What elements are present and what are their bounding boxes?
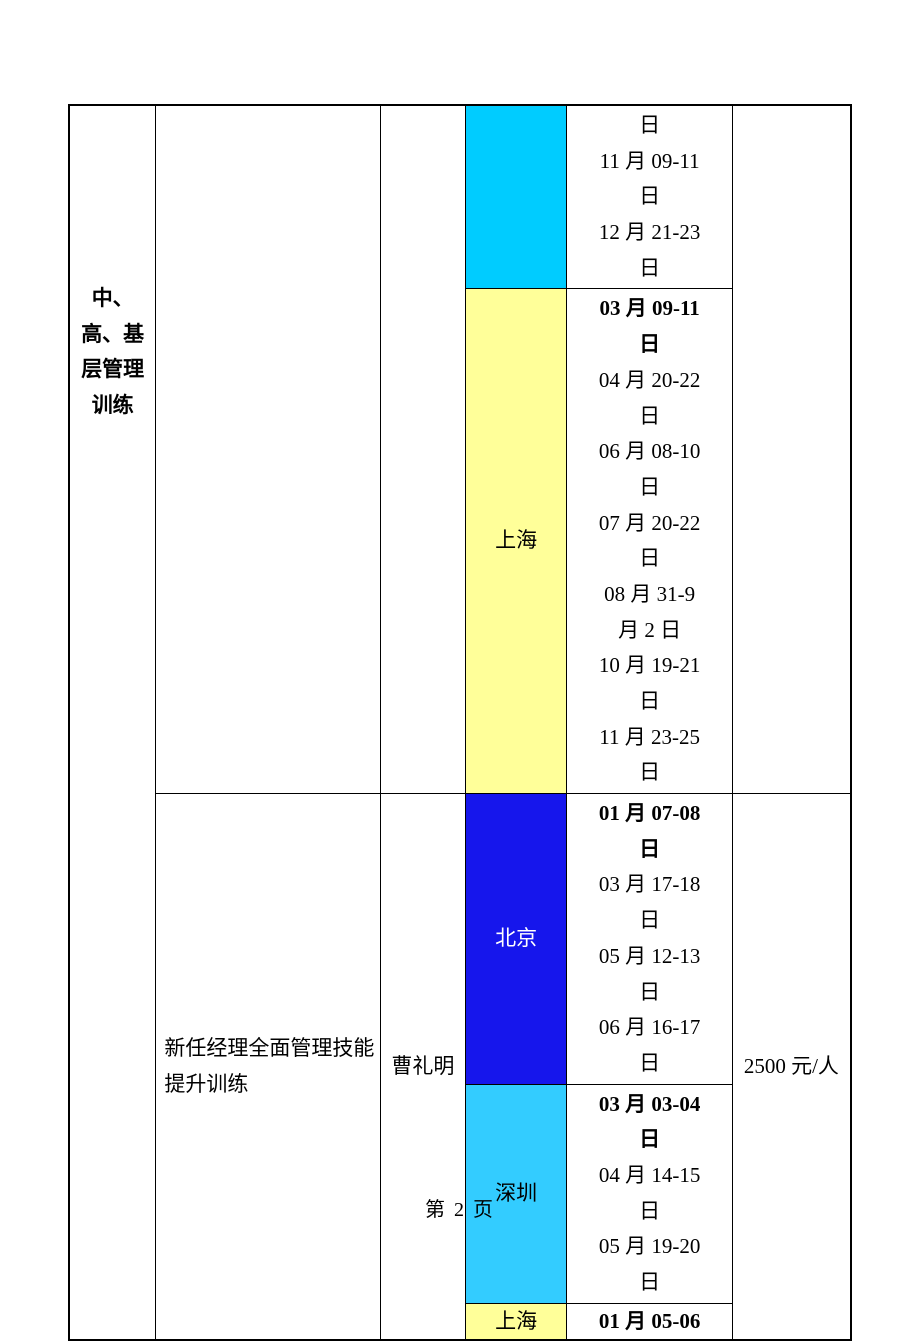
- dates-cell-beijing: 01 月 07-08 日 03 月 17-18 日 05 月 12-13 日 0…: [567, 794, 732, 1085]
- price-text-2: 2500 元/人: [744, 1054, 839, 1078]
- location-cell-1: [465, 105, 567, 289]
- location-cell-shanghai-2: 上海: [465, 1303, 567, 1340]
- instructor-cell-2: 曹礼明: [381, 794, 466, 1341]
- course-cell-2: 新任经理全面管理技能提升训练: [156, 794, 381, 1341]
- course-name-2: 新任经理全面管理技能提升训练: [164, 1036, 374, 1096]
- dates-cell-1: 日 11 月 09-11 日 12 月 21-23 日: [567, 105, 732, 289]
- location-text-shanghai: 上海: [495, 528, 537, 552]
- dates-cell-2: 03 月 09-11 日 04 月 20-22 日 06 月 08-10 日 0…: [567, 289, 732, 794]
- dates-bold-shanghai-2: 01 月 05-06: [599, 1309, 701, 1333]
- instructor-cell-empty: [381, 105, 466, 794]
- price-cell-empty: [732, 105, 851, 794]
- dates-bold-2: 03 月 09-11 日: [599, 296, 699, 356]
- dates-text-1: 日 11 月 09-11 日 12 月 21-23 日: [599, 113, 701, 280]
- table-row: 中、高、基层管理训练 日 11 月 09-11 日 12 月 21-23 日: [69, 105, 851, 289]
- table-row: 新任经理全面管理技能提升训练 曹礼明 北京 01 月 07-08 日 03 月 …: [69, 794, 851, 1085]
- price-cell-2: 2500 元/人: [732, 794, 851, 1341]
- dates-cell-shanghai-2: 01 月 05-06: [567, 1303, 732, 1340]
- category-cell: 中、高、基层管理训练: [69, 105, 156, 1340]
- dates-rest-beijing: 03 月 17-18 日 05 月 12-13 日 06 月 16-17 日: [599, 872, 701, 1074]
- dates-bold-beijing: 01 月 07-08 日: [599, 801, 701, 861]
- instructor-name-2: 曹礼明: [391, 1054, 454, 1078]
- page-number: 第 2 页: [0, 1193, 920, 1222]
- schedule-table: 中、高、基层管理训练 日 11 月 09-11 日 12 月 21-23 日 上…: [68, 104, 852, 1341]
- category-text: 中、高、基层管理训练: [81, 286, 144, 417]
- page-number-text: 第 2 页: [425, 1199, 495, 1221]
- dates-rest-shenzhen: 04 月 14-15 日 05 月 19-20 日: [599, 1163, 701, 1294]
- location-cell-beijing: 北京: [465, 794, 567, 1085]
- dates-rest-2: 04 月 20-22 日 06 月 08-10 日 07 月 20-22 日 0…: [599, 368, 701, 785]
- location-text-beijing: 北京: [495, 926, 537, 950]
- location-cell-shanghai: 上海: [465, 289, 567, 794]
- page-container: 中、高、基层管理训练 日 11 月 09-11 日 12 月 21-23 日 上…: [0, 0, 920, 1302]
- course-cell-empty: [156, 105, 381, 794]
- location-text-shanghai-2: 上海: [495, 1309, 537, 1333]
- dates-bold-shenzhen: 03 月 03-04 日: [599, 1092, 701, 1152]
